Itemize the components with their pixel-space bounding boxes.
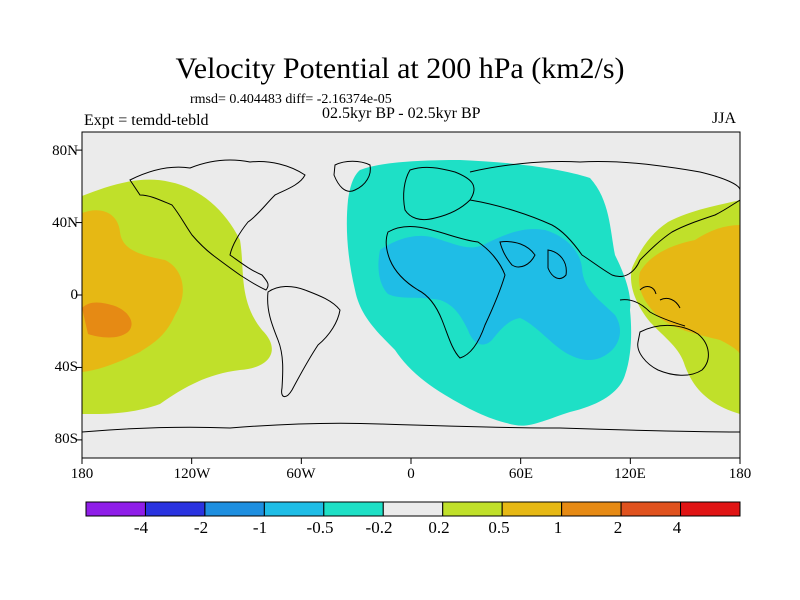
- contour-africa-cyan: [378, 228, 620, 361]
- colorbar-label: 2: [613, 518, 623, 537]
- lat-label-40s: 40S: [54, 359, 78, 375]
- axis-ticks: [76, 149, 741, 464]
- colorbar-swatch: [382, 501, 444, 517]
- colorbar-label: -4: [133, 518, 149, 537]
- colorbar-label: 1: [553, 518, 563, 537]
- chart-title: Velocity Potential at 200 hPa (km2/s): [175, 52, 625, 85]
- contour-wpacific-orange: [639, 225, 740, 354]
- colorbar-swatch: [680, 501, 741, 517]
- colorbar-label: -1: [252, 518, 268, 537]
- lon-label-180w: 180: [70, 466, 94, 482]
- coastlines: [82, 159, 740, 433]
- colorbar: [85, 501, 741, 517]
- colorbar-swatch: [323, 501, 384, 517]
- contour-fill-layer: [82, 159, 740, 433]
- stats-text: rmsd= 0.404483 diff= -2.16374e-05: [190, 92, 392, 107]
- lat-label-0: 0: [70, 287, 79, 303]
- colorbar-swatch: [442, 501, 503, 517]
- lon-label-60w: 60W: [286, 466, 316, 482]
- contour-pacific-darkorange: [82, 302, 132, 338]
- colorbar-label: -0.5: [306, 518, 334, 537]
- lon-label-120w: 120W: [173, 466, 211, 482]
- colorbar-label: 4: [672, 518, 682, 537]
- colorbar-swatch: [561, 501, 622, 517]
- colorbar-label: -0.2: [365, 518, 393, 537]
- lat-label-80s: 80S: [54, 431, 78, 447]
- lat-label-80n: 80N: [52, 143, 78, 159]
- colorbar-label: 0.5: [488, 518, 510, 537]
- experiment-label: Expt = temdd-tebld: [84, 112, 209, 129]
- colorbar-swatch: [501, 501, 563, 517]
- colorbar-label: 0.2: [428, 518, 450, 537]
- lon-label-0: 0: [407, 466, 415, 482]
- colorbar-label: -2: [193, 518, 209, 537]
- lon-label-180e: 180: [728, 466, 752, 482]
- colorbar-swatch: [263, 501, 325, 517]
- colorbar-swatch: [204, 501, 265, 517]
- period-label: 02.5kyr BP - 02.5kyr BP: [322, 105, 481, 122]
- colorbar-swatch: [144, 501, 206, 517]
- colorbar-swatch: [85, 501, 146, 517]
- colorbar-swatch: [620, 501, 682, 517]
- lat-label-40n: 40N: [52, 215, 78, 231]
- lon-label-60e: 60E: [508, 466, 534, 482]
- lon-label-120e: 120E: [614, 466, 646, 482]
- season-label: JJA: [712, 110, 737, 127]
